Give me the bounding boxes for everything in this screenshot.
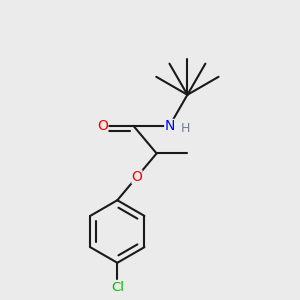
Text: O: O <box>98 119 108 133</box>
Text: H: H <box>181 122 190 135</box>
Text: Cl: Cl <box>111 281 124 294</box>
Text: N: N <box>164 119 175 133</box>
Text: O: O <box>131 170 142 184</box>
